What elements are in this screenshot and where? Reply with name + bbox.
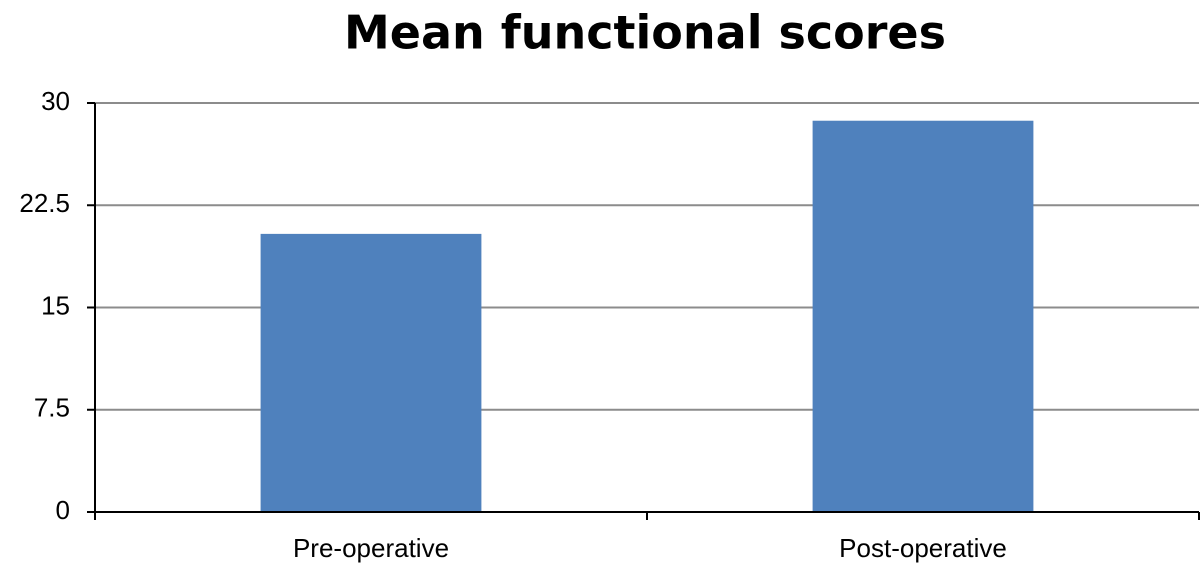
bar	[812, 120, 1034, 513]
bar	[260, 233, 482, 512]
y-tick-label: 7.5	[34, 393, 70, 423]
x-tick-label: Post-operative	[839, 533, 1007, 563]
x-tick-label: Pre-operative	[293, 533, 449, 563]
y-tick-label: 30	[41, 86, 70, 116]
y-tick-label: 0	[56, 495, 70, 525]
y-tick-label: 15	[41, 290, 70, 320]
y-tick-label: 22.5	[19, 188, 70, 218]
chart-title: Mean functional scores	[344, 6, 946, 60]
